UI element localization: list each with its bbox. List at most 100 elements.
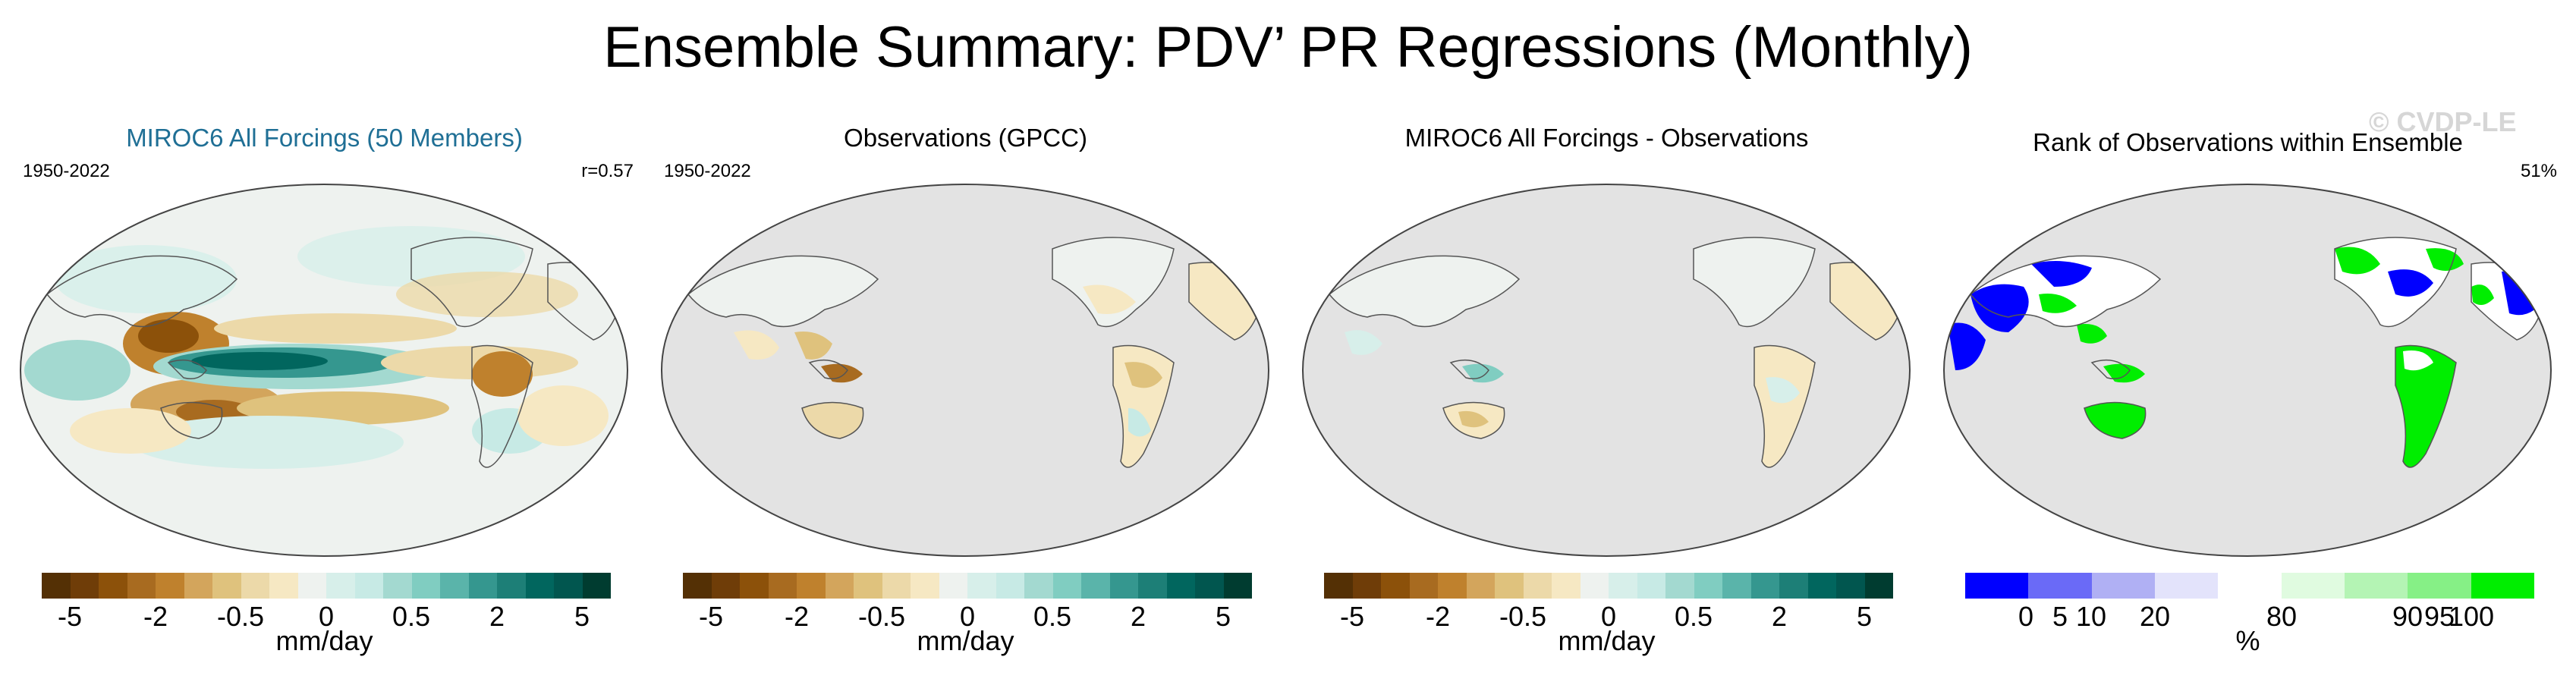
- colorbar-tick: 0: [959, 601, 976, 632]
- colorbar-swatch: [42, 573, 71, 599]
- panel-difference: MIROC6 All Forcings - Observations -5: [1290, 114, 1923, 675]
- colorbar-tick: -5: [57, 601, 83, 632]
- colorbar-swatch: [1495, 573, 1524, 599]
- colorbar-swatch: [497, 573, 526, 599]
- colorbar-swatch: [797, 573, 826, 599]
- colorbar-swatch: [1694, 573, 1722, 599]
- colorbar-swatch: [1438, 573, 1467, 599]
- colorbar-swatch: [2154, 573, 2219, 599]
- colorbar-swatch: [1965, 573, 2029, 599]
- colorbar-swatch: [1409, 573, 1438, 599]
- colorbar-tick: -0.5: [1499, 601, 1547, 632]
- rank-percent-label: 51%: [2520, 161, 2557, 181]
- colorbar-swatch: [2344, 573, 2408, 599]
- colorbar-unit: mm/day: [275, 625, 373, 656]
- colorbar-tick: -5: [1339, 601, 1365, 632]
- colorbar-swatch: [212, 573, 241, 599]
- anomaly-field: [24, 226, 609, 530]
- colorbar-tick: -0.5: [857, 601, 906, 632]
- colorbar-swatch: [1637, 573, 1665, 599]
- globe-background: [1944, 184, 2551, 556]
- colorbar-tick: -2: [143, 601, 168, 632]
- colorbar-swatch: [440, 573, 469, 599]
- globe-outline: [1302, 184, 1911, 557]
- colorbar-swatch: [825, 573, 854, 599]
- colorbar-tick: 2: [1771, 601, 1788, 632]
- colorbar-tick: 90: [2392, 601, 2423, 632]
- colorbar-tick: 2: [1130, 601, 1146, 632]
- colorbar-swatch: [1552, 573, 1581, 599]
- colorbar-swatch: [2408, 573, 2471, 599]
- colorbar-swatch: [525, 573, 554, 599]
- globe-map: [20, 184, 628, 557]
- globe-outline: [661, 184, 1269, 557]
- colorbar-tick: -2: [1425, 601, 1451, 632]
- colorbar-tick: 0.5: [1033, 601, 1072, 632]
- colorbar-tick: 0: [1600, 601, 1617, 632]
- panel-model: MIROC6 All Forcings (50 Members) 1950-20…: [8, 114, 641, 675]
- rank-colorbar: [1965, 573, 2534, 599]
- colorbar-tick: 80: [2266, 601, 2298, 632]
- colorbar-swatch: [2218, 573, 2282, 599]
- colorbar: [42, 573, 611, 599]
- colorbar-tick: 2: [489, 601, 505, 632]
- panel-rank: Rank of Observations within Ensemble 51%: [1931, 114, 2565, 675]
- colorbar-swatch: [554, 573, 583, 599]
- colorbar-tick: -5: [698, 601, 724, 632]
- colorbar-swatch: [297, 573, 326, 599]
- colorbar-swatch: [1466, 573, 1495, 599]
- colorbar-swatch: [1381, 573, 1410, 599]
- colorbar-unit: mm/day: [1558, 625, 1656, 656]
- colorbar-tick: 5: [574, 601, 590, 632]
- colorbar-swatch: [1081, 573, 1110, 599]
- colorbar-swatch: [1665, 573, 1694, 599]
- colorbar-swatch: [241, 573, 269, 599]
- panel-title: MIROC6 All Forcings - Observations: [1404, 124, 1809, 152]
- globe-background: [662, 184, 1269, 556]
- colorbar-swatch: [1836, 573, 1865, 599]
- colorbar-swatch: [882, 573, 911, 599]
- colorbar-swatch: [1807, 573, 1836, 599]
- globe-map: [661, 184, 1269, 557]
- colorbar-tick: 0.5: [1674, 601, 1713, 632]
- panel-title: Observations (GPCC): [844, 124, 1087, 152]
- colorbar-swatch: [99, 573, 127, 599]
- colorbar-tick: 5: [2052, 601, 2068, 632]
- colorbar-swatch: [1352, 573, 1381, 599]
- colorbar-swatch: [854, 573, 882, 599]
- colorbar-swatch: [1750, 573, 1779, 599]
- colorbar-swatch: [995, 573, 1024, 599]
- colorbar-swatch: [127, 573, 156, 599]
- colorbar-swatch: [1052, 573, 1081, 599]
- colorbar: [1324, 573, 1893, 599]
- colorbar-swatch: [2091, 573, 2155, 599]
- colorbar-swatch: [156, 573, 184, 599]
- colorbar-tick: 10: [2075, 601, 2107, 632]
- colorbar-swatch: [354, 573, 383, 599]
- globe-map: [1302, 184, 1911, 557]
- colorbar-swatch: [1609, 573, 1637, 599]
- colorbar-tick: 20: [2139, 601, 2171, 632]
- colorbar-unit: %: [2235, 625, 2260, 656]
- colorbar-swatch: [1024, 573, 1053, 599]
- colorbar-swatch: [1523, 573, 1552, 599]
- colorbar-swatch: [1864, 573, 1893, 599]
- colorbar-tick: -0.5: [216, 601, 265, 632]
- colorbar-swatch: [683, 573, 712, 599]
- colorbar-tick: -2: [784, 601, 810, 632]
- colorbar-swatch: [1138, 573, 1167, 599]
- globe-outline: [1943, 184, 2552, 557]
- colorbar-swatch: [939, 573, 967, 599]
- correlation-label: r=0.57: [581, 161, 634, 181]
- panel-observations: Observations (GPCC) 1950-2022: [649, 114, 1282, 675]
- colorbar-swatch: [1324, 573, 1353, 599]
- colorbar-swatch: [967, 573, 996, 599]
- colorbar-swatch: [582, 573, 611, 599]
- colorbar: [683, 573, 1252, 599]
- colorbar-swatch: [1779, 573, 1808, 599]
- colorbar-swatch: [2028, 573, 2092, 599]
- colorbar-tick: 100: [2448, 601, 2495, 632]
- colorbar-tick: 5: [1215, 601, 1231, 632]
- panel-title: MIROC6 All Forcings (50 Members): [126, 124, 523, 152]
- colorbar-swatch: [768, 573, 797, 599]
